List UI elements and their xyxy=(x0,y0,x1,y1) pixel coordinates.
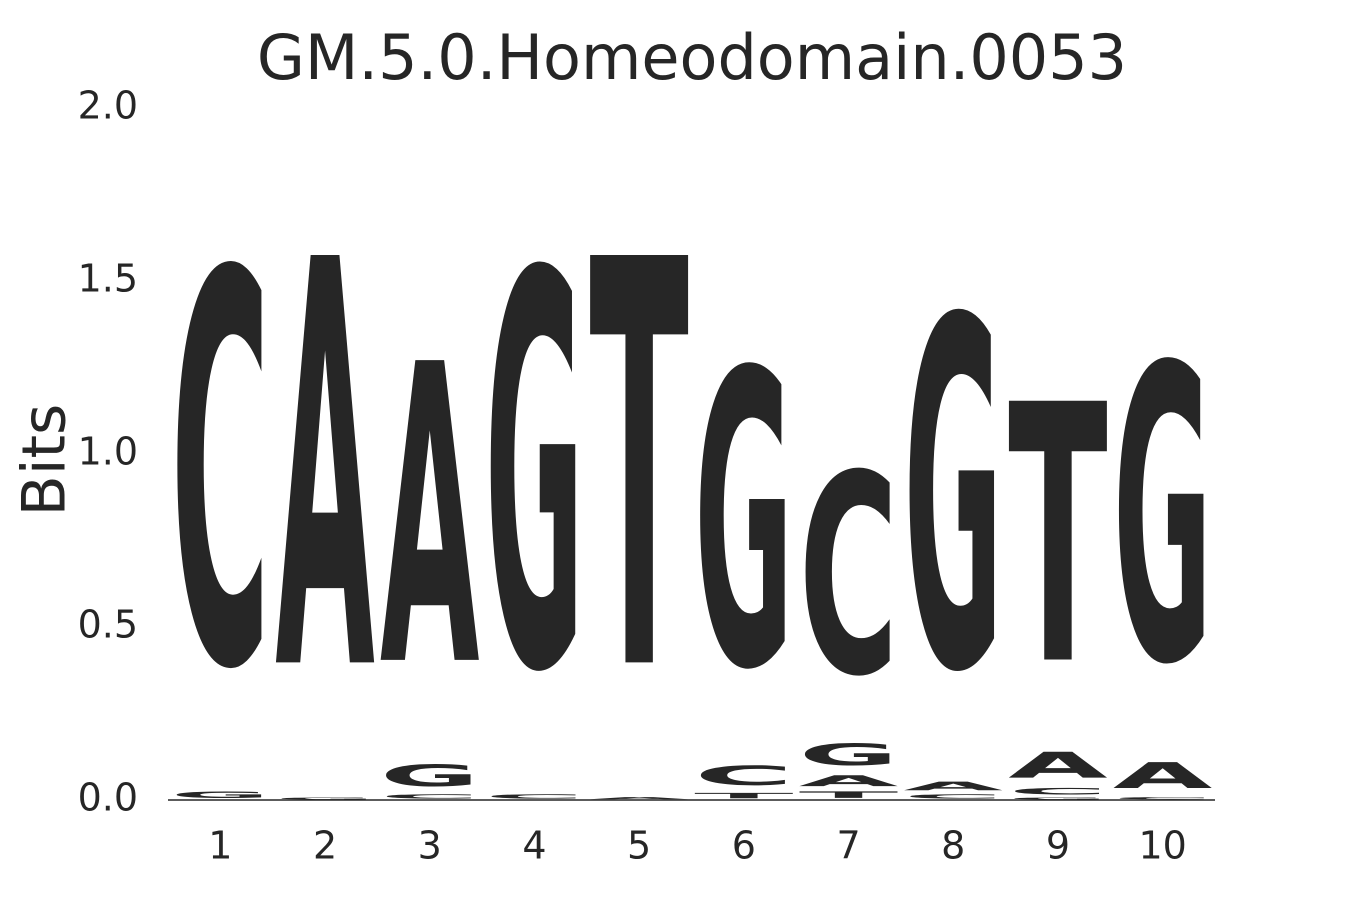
chart-title: GM.5.0.Homeodomain.0053 xyxy=(257,21,1127,94)
letter-glyph: A xyxy=(275,144,375,795)
letter-glyph: C xyxy=(1008,786,1107,796)
letter-glyph: G xyxy=(1113,281,1212,754)
letter-glyph: A xyxy=(1113,756,1213,797)
x-tick-label: 2 xyxy=(313,824,337,868)
x-tick-label: 4 xyxy=(522,824,546,868)
x-tick-label: 8 xyxy=(941,824,965,868)
x-tick-label: 10 xyxy=(1138,824,1186,868)
letter-glyph: C xyxy=(485,793,584,800)
y-axis-label: Bits xyxy=(10,404,80,517)
y-tick-label: 1.0 xyxy=(78,430,138,474)
letter-glyph: C xyxy=(171,161,270,788)
letter-glyph: G xyxy=(171,790,270,800)
letter-glyph: C xyxy=(380,793,479,800)
letter-glyph: T xyxy=(589,145,689,795)
letter-glyph: G xyxy=(275,797,374,800)
letter-glyph: G xyxy=(1008,797,1107,800)
y-tick-label: 0.5 xyxy=(78,603,138,647)
x-tick-label: 1 xyxy=(208,824,232,868)
y-tick-label: 0.0 xyxy=(78,776,138,820)
x-tick-label: 9 xyxy=(1046,824,1070,868)
x-tick-label: 5 xyxy=(627,824,651,868)
letter-glyph: C xyxy=(904,793,1003,800)
letter-glyph: T xyxy=(799,790,898,800)
letter-glyph: G xyxy=(380,758,479,793)
letter-glyph: A xyxy=(589,797,688,800)
letter-glyph: G xyxy=(904,221,1003,778)
x-tick-label: 6 xyxy=(732,824,756,868)
letter-glyph: C xyxy=(799,418,898,738)
letter-glyph: A xyxy=(799,772,899,789)
y-tick-label: 1.5 xyxy=(78,257,138,301)
letter-glyph: G xyxy=(485,162,584,791)
x-tick-label: 3 xyxy=(418,824,442,868)
letter-glyph: G xyxy=(694,286,793,759)
letter-glyph: A xyxy=(380,278,480,757)
letter-glyph: A xyxy=(904,779,1004,793)
letter-glyph: T xyxy=(694,791,793,800)
letter-glyph: C xyxy=(694,760,793,791)
letter-glyph: A xyxy=(1008,745,1108,786)
letter-glyph: C xyxy=(1113,797,1212,800)
letter-glyph: T xyxy=(1008,330,1108,743)
letter-glyph: G xyxy=(799,738,898,773)
x-tick-label: 7 xyxy=(836,824,860,868)
y-tick-label: 2.0 xyxy=(78,84,138,128)
